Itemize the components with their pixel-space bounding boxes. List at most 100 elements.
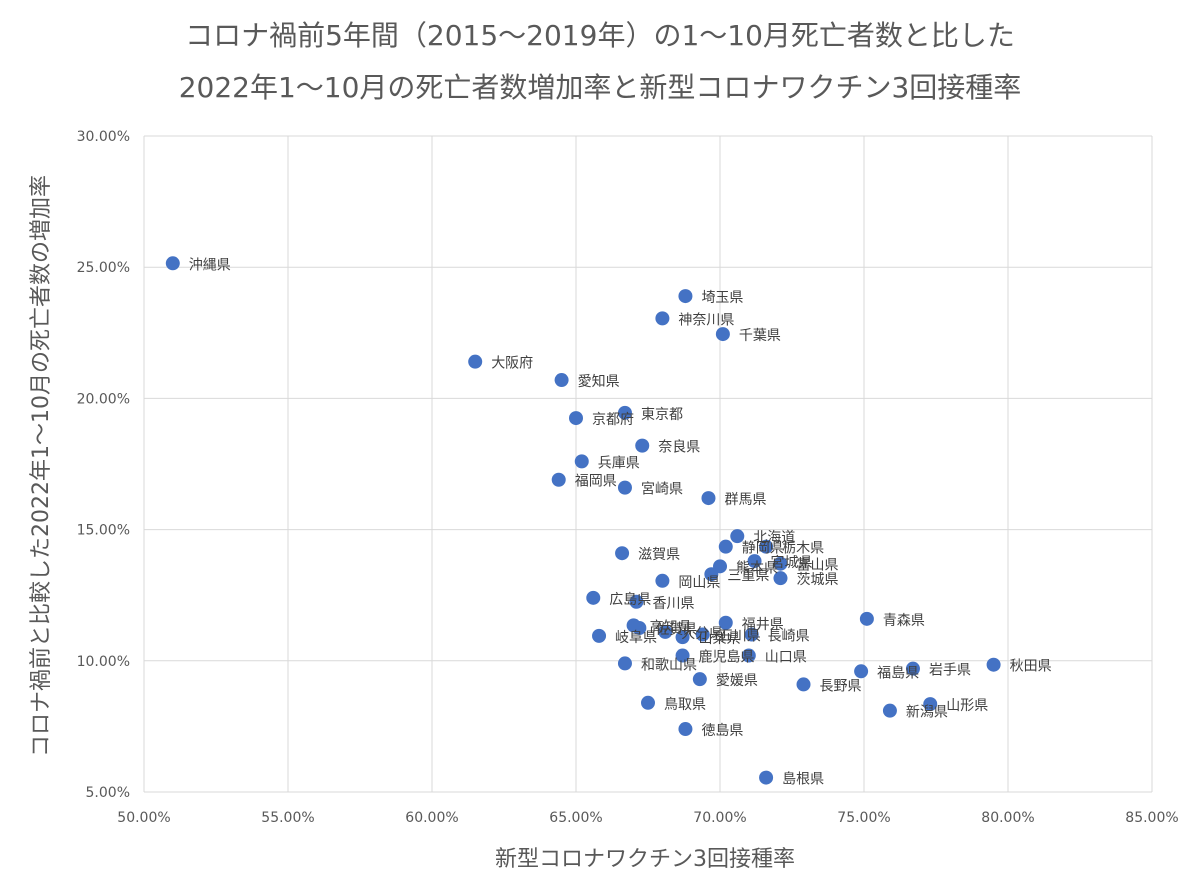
data-point-label: 山形県 <box>946 698 988 714</box>
data-point <box>615 546 630 561</box>
data-point <box>569 411 583 426</box>
data-point-label: 岐阜県 <box>615 629 657 646</box>
data-point <box>678 289 693 304</box>
y-tick-label: 20.00% <box>77 391 130 407</box>
data-point-label: 大分県 <box>681 626 723 642</box>
data-point-label: 福岡県 <box>575 474 617 490</box>
data-point <box>718 539 733 554</box>
data-point-label: 兵庫県 <box>598 454 640 471</box>
data-point <box>692 672 707 687</box>
data-point-label: 宮崎県 <box>641 482 683 498</box>
data-point <box>859 611 874 626</box>
x-axis-title: 新型コロナワクチン3回接種率 <box>495 847 795 872</box>
x-axis-ticks: 50.00% 55.00% 60.00% 65.00% 70.00% 75.00% 80.0… <box>117 810 1178 826</box>
data-point <box>554 373 569 388</box>
data-point <box>704 567 719 582</box>
data-point-label: 大阪府 <box>491 356 533 372</box>
data-point-label: 愛知県 <box>578 373 620 390</box>
data-point <box>701 491 716 506</box>
data-point <box>641 695 655 710</box>
data-point <box>592 628 607 643</box>
data-point-label: 長野県 <box>820 678 862 694</box>
data-point-label: 静岡県 <box>742 541 784 557</box>
data-point-label: 三重県 <box>727 568 769 584</box>
data-point-label: 山口県 <box>765 650 807 666</box>
data-point <box>854 664 869 679</box>
x-tick-label: 85.00% <box>1125 810 1178 826</box>
data-point-label: 富山県 <box>796 557 838 574</box>
data-point-label: 鹿児島県 <box>699 649 755 666</box>
data-point-label: 鳥取県 <box>664 697 706 713</box>
data-point <box>551 472 566 487</box>
data-point <box>635 438 650 453</box>
x-tick-label: 60.00% <box>405 810 458 826</box>
data-point <box>678 722 693 737</box>
data-point-label: 秋田県 <box>1010 659 1052 675</box>
y-tick-label: 15.00% <box>77 523 130 539</box>
data-point-label: 京都府 <box>592 412 634 428</box>
data-point-label: 福井県 <box>742 617 784 633</box>
data-point-label: 岡山県 <box>678 575 720 591</box>
data-point-label: 徳島県 <box>701 723 743 739</box>
data-point <box>617 656 632 671</box>
y-axis-title: コロナ禍前と比較した2022年1〜10月の死亡者数の増加率 <box>29 175 54 757</box>
data-point <box>905 661 920 676</box>
data-point-label: 群馬県 <box>724 492 766 508</box>
grid-lines <box>143 135 1153 793</box>
data-point-label: 埼玉県 <box>701 290 743 306</box>
x-tick-label: 80.00% <box>981 810 1034 826</box>
data-point-label: 佐賀県 <box>655 622 697 638</box>
data-point-label: 山梨県 <box>699 631 741 647</box>
data-point-label: 福島県 <box>877 665 919 681</box>
data-point <box>715 327 730 342</box>
data-point <box>718 615 733 630</box>
data-point <box>773 556 788 571</box>
data-point-label: 岩手県 <box>929 663 971 679</box>
data-point <box>617 405 632 420</box>
data-point-label: 愛媛県 <box>716 673 758 689</box>
y-axis-ticks: 5.00% 10.00% 15.00% 20.00% 25.00% 30.00% <box>77 129 130 801</box>
data-point-label: 北海道 <box>753 530 795 546</box>
data-point-label: 神奈川県 <box>678 312 734 328</box>
data-points <box>165 256 1001 785</box>
data-point <box>730 529 745 544</box>
data-point <box>882 703 897 718</box>
data-point-label: 栃木県 <box>782 541 824 557</box>
data-point <box>744 627 759 642</box>
data-point <box>586 590 601 605</box>
data-point-label: 青森県 <box>883 613 925 629</box>
data-point <box>741 648 756 663</box>
data-point-label: 高知県 <box>650 618 692 635</box>
data-point <box>695 627 710 642</box>
y-tick-label: 5.00% <box>86 785 130 801</box>
x-tick-label: 50.00% <box>117 810 170 826</box>
data-point <box>165 256 180 271</box>
chart-title-line-2: 2022年1〜10月の死亡者数増加率と新型コロナワクチン3回接種率 <box>178 71 1022 104</box>
y-tick-label: 10.00% <box>77 654 130 670</box>
data-point-label: 長崎県 <box>768 629 810 645</box>
data-point <box>658 624 673 639</box>
data-point-label: 東京都 <box>641 407 683 423</box>
data-point-label: 広島県 <box>609 592 651 608</box>
x-tick-label: 70.00% <box>693 810 746 826</box>
data-point <box>747 554 762 569</box>
data-point-label: 熊本県 <box>736 560 778 576</box>
data-point-label: 香川県 <box>652 596 694 612</box>
y-tick-label: 25.00% <box>77 260 130 276</box>
data-point-label: 千葉県 <box>739 328 781 344</box>
data-point <box>759 770 774 785</box>
data-point <box>574 454 589 469</box>
chart-title-line-1: コロナ禍前5年間（2015〜2019年）の1〜10月死亡者数と比した <box>185 19 1015 52</box>
data-point <box>629 594 644 609</box>
data-point <box>986 657 1001 672</box>
x-tick-label: 55.00% <box>261 810 314 826</box>
data-point-label: 滋賀県 <box>638 547 680 563</box>
data-point <box>655 311 670 326</box>
data-point <box>468 354 483 369</box>
x-tick-label: 75.00% <box>837 810 890 826</box>
data-point-label: 島根県 <box>782 772 824 788</box>
data-point-label: 和歌山県 <box>641 657 697 673</box>
data-point-label: 沖縄県 <box>189 257 231 273</box>
